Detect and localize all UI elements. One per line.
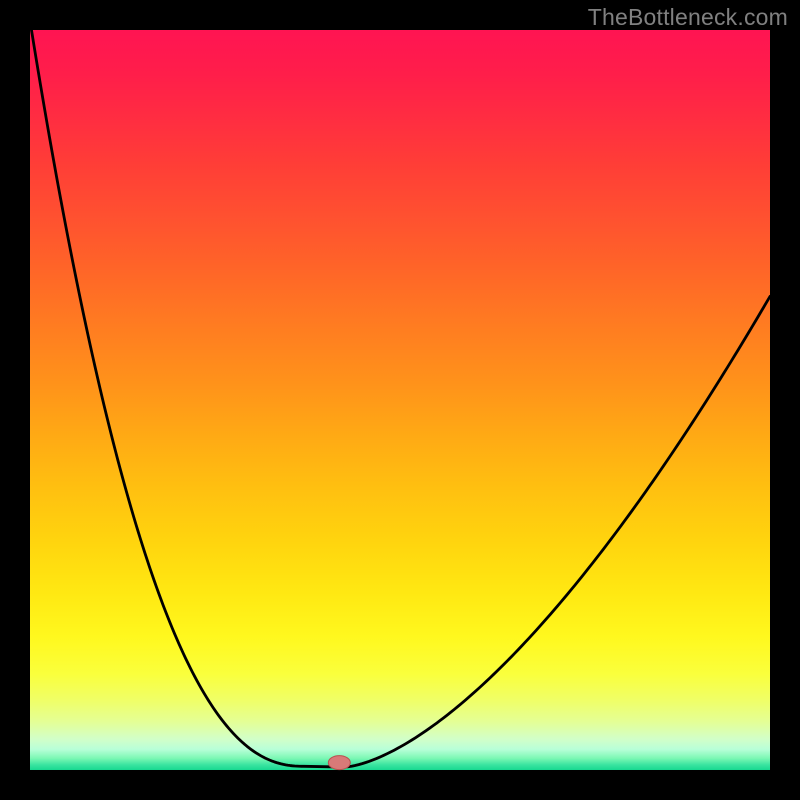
watermark-text: TheBottleneck.com [588, 4, 788, 31]
chart-canvas [0, 0, 800, 800]
optimal-point-marker [328, 756, 350, 770]
chart-root: TheBottleneck.com [0, 0, 800, 800]
plot-gradient-background [30, 30, 770, 770]
